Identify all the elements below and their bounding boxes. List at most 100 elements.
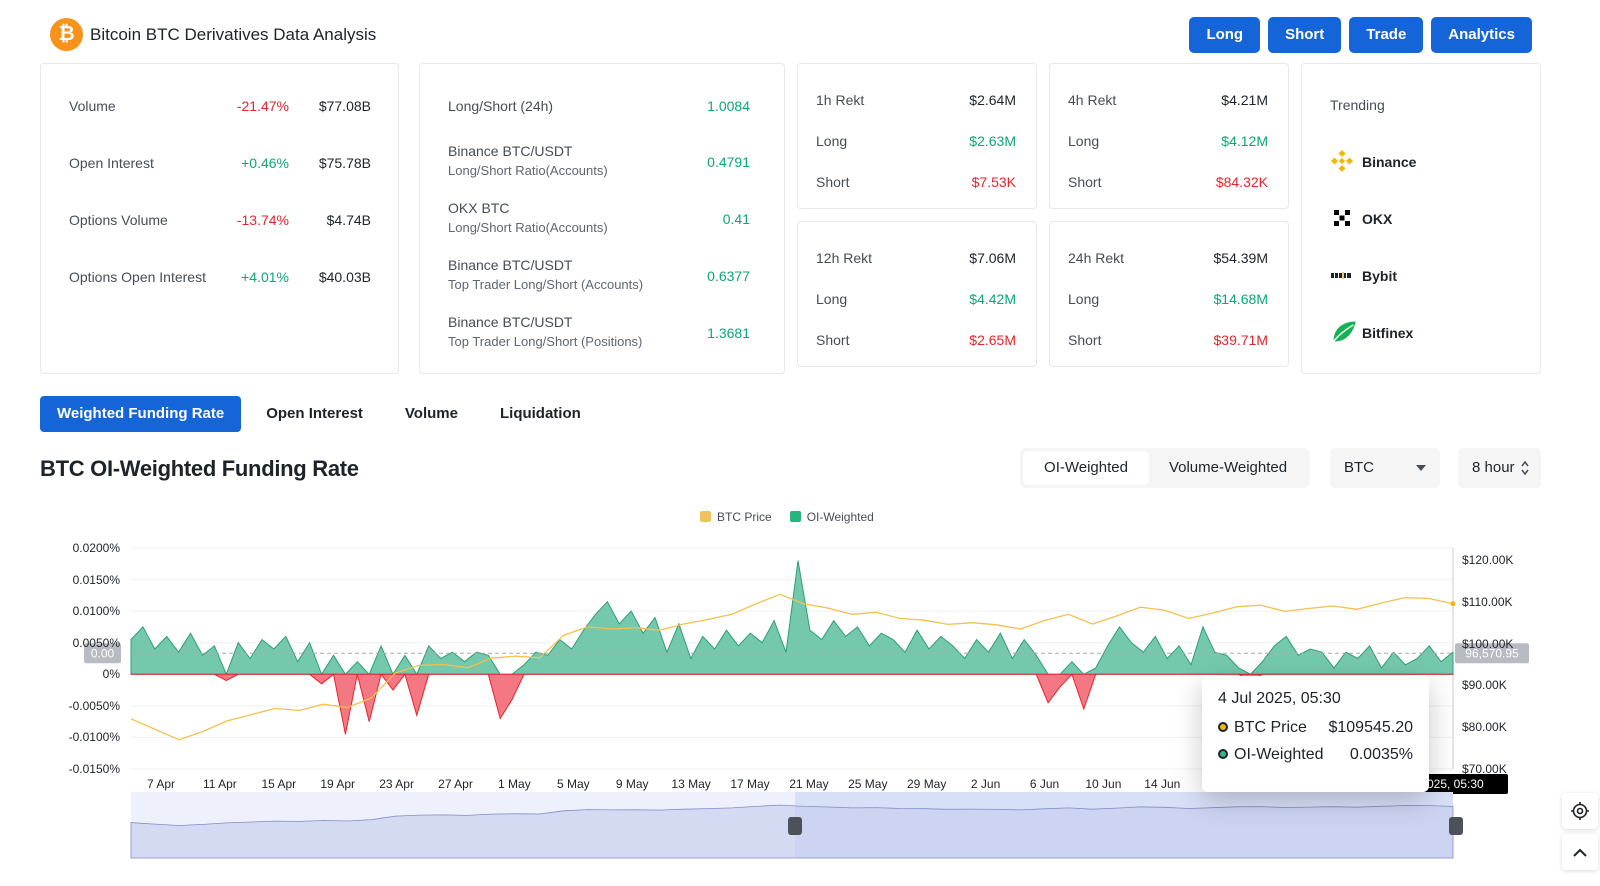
rekt-short-label: Short [816,332,850,348]
legend-label: OI-Weighted [806,510,874,524]
gear-icon [1571,802,1589,820]
ratio-label: Binance BTC/USDT Top Trader Long/Short (A… [448,257,643,292]
settings-button[interactable] [1562,793,1598,829]
rekt-title: 1h Rekt [816,92,865,108]
ratio-value: 0.6377 [707,268,750,284]
trending-item-bitfinex[interactable]: Bitfinex [1362,325,1414,341]
x-tick-label: 23 Apr [379,777,414,791]
coin-select-value: BTC [1344,459,1374,476]
stat-value: $77.08B [318,98,371,114]
legend-label: BTC Price [717,510,772,524]
navigator-background [131,792,1453,858]
rekt-short-label: Short [1068,174,1102,190]
y-right-tick-label: $100.00K [1462,636,1514,651]
x-tick-label: 17 May [730,777,770,791]
rekt-short-value: $84.32K [1215,174,1268,190]
trending-item-binance[interactable]: Binance [1362,154,1417,170]
tooltip-series-value: 0.0035% [1349,746,1413,763]
updown-chevron-icon [1521,460,1529,476]
x-tick-label: 25 May [848,777,888,791]
bybit-icon [1331,272,1351,279]
rekt-title: 12h Rekt [816,250,873,266]
tooltip-series-name: BTC Price [1234,719,1307,736]
stat-value: $75.78B [318,155,371,171]
volume-weighted-option[interactable]: Volume-Weighted [1168,459,1288,476]
scroll-top-button[interactable] [1562,834,1598,870]
y-right-tick-label: $120.00K [1462,553,1514,567]
rekt-long-value: $2.63M [969,133,1016,149]
rekt-short-value: $7.53K [971,174,1016,190]
rekt-total: $2.64M [969,92,1016,108]
rekt-long-label: Long [816,291,848,307]
stat-change: -21.47% [236,98,289,114]
nav-long-button[interactable]: Long [1189,17,1261,53]
y-left-tick-label: -0.0050% [68,698,120,713]
ratio-value: 1.3681 [707,325,750,341]
tab-volume[interactable]: Volume [404,405,458,422]
crosshair-x-label: 2025, 05:30 [1420,777,1484,791]
ratio-label: Long/Short (24h) [448,98,554,114]
tooltip-series-value: $109545.20 [1328,719,1413,736]
nav-short-button[interactable]: Short [1268,17,1342,53]
legend-item-oi-weighted[interactable]: OI-Weighted [789,510,874,524]
y-left-tick-label: 0.0200% [72,541,120,555]
legend-swatch [789,511,801,522]
oi-weighted-option[interactable]: OI-Weighted [1023,451,1149,485]
top-header: ₿ Bitcoin BTC Derivatives Data Analysis … [0,0,1600,62]
trending-item-okx[interactable]: OKX [1362,211,1393,227]
chart-section-title: BTC OI-Weighted Funding Rate [40,456,359,481]
legend-item-btc-price[interactable]: BTC Price [700,510,772,524]
stat-label: Open Interest [69,155,154,171]
ratio-label-text: Binance BTC/USDT [448,314,573,330]
tooltip-date: 4 Jul 2025, 05:30 [1218,690,1341,707]
rekt-24h-card: 24h Rekt $54.39M Long $14.68M Short $39.… [1049,221,1289,367]
ratio-sublabel: Long/Short Ratio(Accounts) [448,220,608,235]
bitcoin-logo-icon: ₿ [50,18,83,51]
rekt-long-value: $14.68M [1213,291,1268,307]
y-left-tick-label: 0.0150% [72,572,120,587]
x-tick-label: 5 May [556,777,590,791]
rekt-total: $4.21M [1221,92,1268,108]
stat-change: -13.74% [236,212,289,228]
x-tick-label: 1 May [498,777,531,791]
tab-liquidation[interactable]: Liquidation [499,405,581,422]
trending-item-bybit[interactable]: Bybit [1362,268,1397,284]
bitfinex-icon [1332,321,1356,342]
weighting-toggle: OI-Weighted Volume-Weighted [1020,448,1310,488]
legend-swatch [700,511,711,522]
rekt-long-label: Long [1068,133,1100,149]
ratio-label: Binance BTC/USDT Top Trader Long/Short (P… [448,314,642,349]
y-left-tick-label: 0.0050% [72,635,120,650]
oi-weighted-positive-area [130,560,1454,676]
x-tick-label: 13 May [671,777,711,791]
rekt-total: $54.39M [1213,250,1268,266]
x-tick-label: 9 May [615,777,649,791]
rekt-title: 24h Rekt [1068,250,1125,266]
chevron-up-icon [1573,848,1587,857]
rekt-short-label: Short [816,174,850,190]
chart-tabs: Weighted Funding Rate Open Interest Volu… [40,396,598,432]
chart-tooltip: 4 Jul 2025, 05:30 BTC Price $109545.20 O… [1202,676,1429,792]
caret-down-icon [1416,465,1426,471]
chart-legend: BTC Price OI-Weighted [700,510,874,524]
x-tick-label: 2 Jun [970,777,1001,791]
rekt-total: $7.06M [969,250,1016,266]
stat-value: $40.03B [318,269,371,285]
ratio-sublabel: Long/Short Ratio(Accounts) [448,163,608,178]
x-tick-label: 27 Apr [438,777,473,791]
tooltip-row-btc-price: BTC Price $109545.20 [1218,719,1413,736]
nav-analytics-button[interactable]: Analytics [1431,17,1532,53]
interval-select[interactable]: 8 hour [1458,448,1541,488]
stat-value: $4.74B [326,212,371,228]
ratio-value: 0.4791 [707,154,750,170]
nav-trade-button[interactable]: Trade [1349,17,1424,53]
tab-weighted-funding-rate[interactable]: Weighted Funding Rate [40,396,242,432]
coin-select[interactable]: BTC [1330,448,1440,488]
tooltip-dot [1218,749,1228,759]
rekt-long-label: Long [1068,291,1100,307]
btc-price-endpoint [1450,601,1456,607]
x-tick-label: 10 Jun [1085,777,1122,791]
tab-open-interest[interactable]: Open Interest [266,405,363,422]
y-left-tick-label: 0.0100% [72,604,120,619]
x-tick-label: 14 Jun [1144,777,1181,791]
